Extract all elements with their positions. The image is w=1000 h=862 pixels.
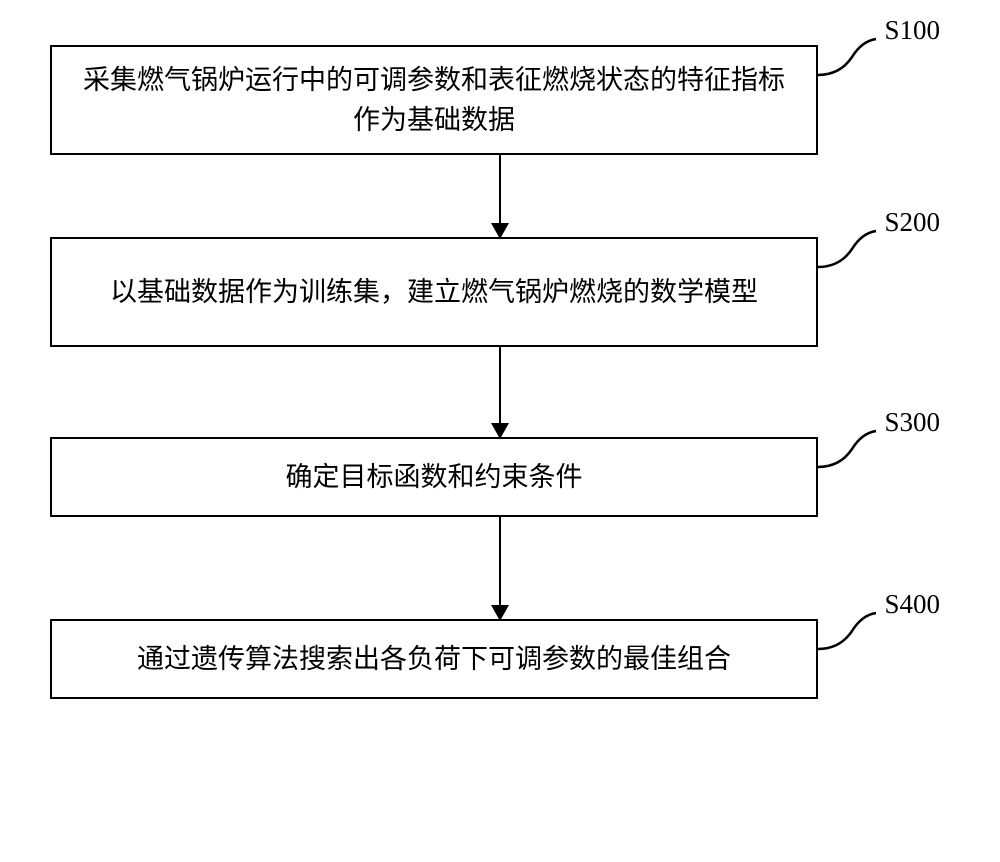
step-text-s300: 确定目标函数和约束条件	[286, 457, 583, 498]
step-box-s300: 确定目标函数和约束条件	[50, 437, 818, 517]
step-text-s400: 通过遗传算法搜索出各负荷下可调参数的最佳组合	[137, 639, 731, 680]
step-box-s100: 采集燃气锅炉运行中的可调参数和表征燃烧状态的特征指标作为基础数据	[50, 45, 818, 155]
step-label-s100: S100	[884, 15, 940, 46]
arrow-2	[499, 347, 501, 437]
connector-curve-s400	[818, 611, 878, 651]
step-text-s200: 以基础数据作为训练集，建立燃气锅炉燃烧的数学模型	[110, 272, 758, 313]
connector-curve-s100	[818, 37, 878, 77]
step-row-1: 采集燃气锅炉运行中的可调参数和表征燃烧状态的特征指标作为基础数据 S100	[50, 45, 950, 155]
step-label-s400: S400	[884, 589, 940, 620]
connector-curve-s300	[818, 429, 878, 469]
step-row-2: 以基础数据作为训练集，建立燃气锅炉燃烧的数学模型 S200	[50, 237, 950, 347]
flowchart-container: 采集燃气锅炉运行中的可调参数和表征燃烧状态的特征指标作为基础数据 S100 以基…	[50, 45, 950, 699]
arrow-3	[499, 517, 501, 619]
connector-curve-s200	[818, 229, 878, 269]
step-text-s100: 采集燃气锅炉运行中的可调参数和表征燃烧状态的特征指标作为基础数据	[82, 60, 786, 141]
arrow-wrap-1	[116, 155, 884, 237]
step-label-s300: S300	[884, 407, 940, 438]
arrow-wrap-3	[116, 517, 884, 619]
step-label-s200: S200	[884, 207, 940, 238]
step-box-s400: 通过遗传算法搜索出各负荷下可调参数的最佳组合	[50, 619, 818, 699]
step-box-s200: 以基础数据作为训练集，建立燃气锅炉燃烧的数学模型	[50, 237, 818, 347]
arrow-wrap-2	[116, 347, 884, 437]
step-row-4: 通过遗传算法搜索出各负荷下可调参数的最佳组合 S400	[50, 619, 950, 699]
arrow-1	[499, 155, 501, 237]
step-row-3: 确定目标函数和约束条件 S300	[50, 437, 950, 517]
